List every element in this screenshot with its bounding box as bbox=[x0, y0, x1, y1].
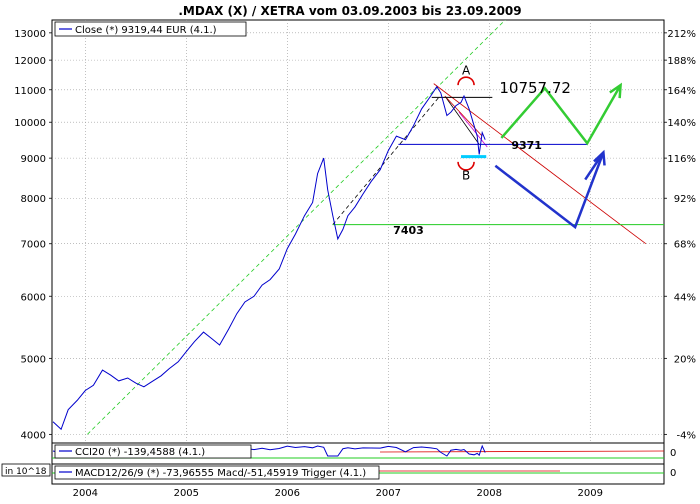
x-tick-label: 2006 bbox=[275, 488, 300, 499]
x-axis: 2004 2005 2006 2007 2008 2009 bbox=[73, 488, 603, 499]
y-axis-left: 4000 5000 6000 7000 8000 9000 10000 11000 12000 1… bbox=[14, 29, 52, 441]
overlay-line bbox=[458, 111, 488, 148]
legend-macd-text: MACD12/26/9 (*) -73,96555 Macd/-51,45919… bbox=[75, 468, 366, 479]
forecast-path bbox=[500, 84, 622, 146]
y-tick-label: 10000 bbox=[14, 118, 46, 129]
arc-b bbox=[457, 161, 475, 171]
cci-red-line bbox=[379, 450, 665, 453]
forecast-path bbox=[494, 152, 605, 230]
y-tick-label: 12000 bbox=[14, 56, 46, 67]
y-axis-right: -4% 20% 44% 68% 92% 116% 140% 164% 188% 212% bbox=[664, 29, 696, 441]
legend-cci-text: CCI20 (*) -139,4588 (4.1.) bbox=[75, 447, 205, 458]
y-tick-label: 4000 bbox=[21, 430, 46, 441]
y-tick-label: 9000 bbox=[21, 154, 46, 165]
cci-right-tick: 0 bbox=[670, 448, 676, 459]
y2-tick-label: 20% bbox=[674, 354, 696, 365]
main-plot-area bbox=[51, 19, 665, 444]
y2-tick-label: 188% bbox=[667, 56, 696, 67]
cci-panel: CCI20 (*) -139,4588 (4.1.) 0 bbox=[51, 442, 676, 465]
y2-tick-label: 140% bbox=[667, 118, 696, 129]
x-tick-label: 2009 bbox=[578, 488, 603, 499]
y2-tick-label: 164% bbox=[667, 86, 696, 97]
annotation-label: B bbox=[462, 169, 470, 183]
close-price-line bbox=[52, 85, 486, 431]
forecast-arrows bbox=[494, 82, 623, 230]
chart-title: .MDAX (X) / XETRA vom 03.09.2003 bis 23.… bbox=[178, 4, 521, 18]
annotation-label: 7403 bbox=[393, 224, 424, 237]
overlay-line bbox=[444, 95, 483, 137]
y2-tick-label: 92% bbox=[674, 194, 696, 205]
y-tick-label: 11000 bbox=[14, 86, 46, 97]
annotation-label: 9371 bbox=[511, 139, 542, 152]
y-tick-label: 5000 bbox=[21, 354, 46, 365]
y2-tick-label: 116% bbox=[667, 154, 696, 165]
scale-note: in 10^18 bbox=[5, 467, 47, 477]
y-tick-label: 8000 bbox=[21, 194, 46, 205]
arc-a bbox=[457, 76, 475, 86]
main-legend: Close (*) 9319,44 EUR (4.1.) bbox=[54, 21, 247, 37]
series-layer bbox=[52, 85, 486, 431]
annotations: A B 10757.72 9371 7403 bbox=[393, 64, 571, 238]
y2-tick-label: 212% bbox=[667, 29, 696, 40]
y2-tick-label: 44% bbox=[674, 292, 696, 303]
macd-right-tick: 0 bbox=[670, 468, 676, 479]
forecast-path bbox=[584, 151, 605, 181]
x-tick-label: 2008 bbox=[477, 488, 502, 499]
y2-tick-label: 68% bbox=[674, 240, 696, 251]
legend-close-text: Close (*) 9319,44 EUR (4.1.) bbox=[75, 25, 217, 36]
annotation-label: 10757.72 bbox=[499, 79, 571, 97]
y2-tick-label: -4% bbox=[677, 430, 696, 441]
scale-note-box bbox=[1, 463, 51, 477]
y-tick-label: 7000 bbox=[21, 240, 46, 251]
macd-panel: in 10^18 MACD12/26/9 (*) -73,96555 Macd/… bbox=[1, 463, 676, 485]
annotation-label: A bbox=[462, 64, 471, 78]
x-tick-label: 2005 bbox=[174, 488, 199, 499]
overlay-line bbox=[87, 20, 506, 435]
y-tick-label: 6000 bbox=[21, 292, 46, 303]
overlay-line bbox=[445, 97, 480, 145]
forecast-arrowhead bbox=[609, 82, 623, 99]
y-tick-label: 13000 bbox=[14, 29, 46, 40]
x-tick-label: 2004 bbox=[73, 488, 98, 499]
x-tick-label: 2007 bbox=[376, 488, 401, 499]
